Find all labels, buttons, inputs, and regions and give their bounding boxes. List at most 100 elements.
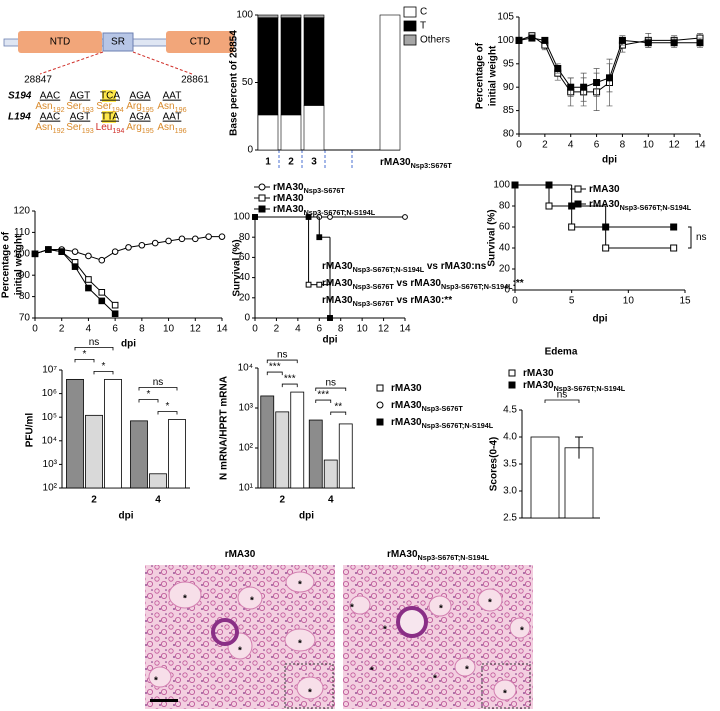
bar-segment	[257, 14, 279, 18]
x-tick-label: 6	[594, 140, 600, 151]
x-tick-label: 8	[620, 140, 626, 151]
annotation: rMA30Nsp3-S676T vs rMA30:**	[322, 295, 452, 309]
residue-part: 193	[82, 105, 94, 114]
significance-label: *	[166, 401, 170, 412]
significance-bracket	[315, 387, 347, 392]
significance-bracket	[93, 370, 114, 375]
y-axis-label: Percentage of	[475, 42, 486, 109]
annotation: rMA30Nsp3-S676T vs rMA30Nsp3-S676T;N-S19…	[322, 278, 524, 292]
x-axis-label: dpi	[121, 339, 136, 350]
y-axis-label: Survival (%)	[232, 239, 243, 296]
residue-part: Arg	[126, 122, 142, 133]
marker	[98, 256, 106, 264]
y-axis-label: N mRNA/HPRT mRNA	[219, 376, 230, 480]
residue-part: 194	[112, 126, 124, 135]
significance-label: ns	[89, 337, 100, 348]
legend-marker	[258, 183, 266, 191]
bar-segment	[303, 105, 325, 151]
significance-label: ns	[277, 350, 288, 361]
domain-label: NTD	[50, 37, 71, 48]
y-tick-label: 4.0	[503, 432, 517, 443]
bar	[290, 391, 305, 489]
significance-label: ns	[325, 378, 336, 389]
legend-label-part: Nsp3-S676T	[304, 186, 346, 195]
bar	[338, 423, 353, 489]
annotation-part: :**	[513, 278, 524, 289]
significance-label: ns	[557, 390, 568, 401]
y-axis-label: Base percent of 28854	[229, 30, 240, 136]
bar	[308, 419, 323, 489]
significance-label: **	[334, 402, 342, 413]
scale-bar	[150, 699, 178, 702]
bar-segment	[280, 114, 302, 151]
x-tick-label: 2	[59, 324, 65, 335]
legend-label-part: rMA30	[589, 184, 620, 195]
inset	[481, 663, 531, 709]
edema-marker: *	[350, 603, 354, 614]
marker	[511, 181, 519, 189]
marker	[58, 248, 66, 255]
residue-part: 195	[142, 126, 154, 135]
x-tick-label: 8	[338, 324, 344, 335]
x-tick-label: 2	[279, 495, 285, 506]
significance-label: ***	[317, 390, 329, 401]
y-tick-label: 80	[503, 129, 515, 140]
codon: AGT	[70, 91, 91, 102]
annotation-part: vs rMA30	[394, 278, 442, 289]
bar	[168, 419, 186, 489]
edema	[284, 628, 316, 652]
edema	[509, 617, 531, 639]
error-bar	[575, 436, 583, 459]
legend-label: Others	[420, 35, 450, 46]
bar-segment	[280, 17, 302, 116]
x-axis-label: dpi	[299, 511, 314, 522]
separators	[278, 150, 353, 170]
y-tick-label: 100	[13, 248, 30, 259]
marker	[165, 237, 172, 245]
marker	[545, 202, 553, 210]
x-tick-label: 8	[139, 324, 145, 335]
x-tick-label: 14	[399, 324, 411, 335]
marker	[305, 281, 312, 288]
significance-label: *	[83, 349, 87, 360]
marker	[85, 284, 92, 292]
legend-label-part: Nsp3-S676T;N-S194L	[554, 384, 626, 393]
y-tick-label: 90	[19, 270, 31, 281]
marker	[670, 244, 678, 252]
significance-bracket	[544, 399, 580, 403]
residue-part: 192	[53, 105, 65, 114]
marker	[98, 297, 106, 305]
bar-segment	[257, 17, 279, 116]
marker	[327, 315, 333, 321]
bar	[104, 378, 122, 489]
y-axis-label: Scores(0-4)	[489, 437, 500, 491]
residue: Asn192	[35, 101, 64, 115]
marker	[602, 244, 610, 252]
bar	[530, 436, 560, 519]
inset	[284, 663, 334, 709]
y-tick-label: 4.5	[503, 405, 517, 416]
annotation-part: Nsp3-S676T	[353, 282, 395, 291]
edema	[296, 676, 324, 700]
residue-part: Asn	[157, 122, 174, 133]
marker	[178, 235, 186, 243]
x-tick-label: 14	[694, 140, 706, 151]
codon: AGT	[70, 112, 91, 123]
y-tick-label: 10¹	[239, 483, 254, 494]
bar	[275, 411, 290, 489]
domain-diagram: NTD SR CTD 28847 28861	[3, 31, 237, 123]
y-tick-label: 2.5	[503, 513, 517, 524]
y-tick-label: 10⁴	[238, 363, 253, 374]
legend-marker	[376, 401, 384, 409]
y-tick-label: 3.0	[503, 486, 517, 497]
x-axis-label: dpi	[323, 335, 338, 346]
legend-marker	[508, 369, 516, 377]
x-tick-label: 4	[86, 324, 92, 335]
significance-bracket	[281, 383, 298, 388]
annotation-part: rMA30	[322, 295, 353, 306]
y-tick-label: 100	[233, 212, 250, 223]
bar-segment	[257, 114, 279, 151]
edema-marker: *	[383, 625, 387, 636]
y-tick-label: 100	[497, 35, 514, 46]
